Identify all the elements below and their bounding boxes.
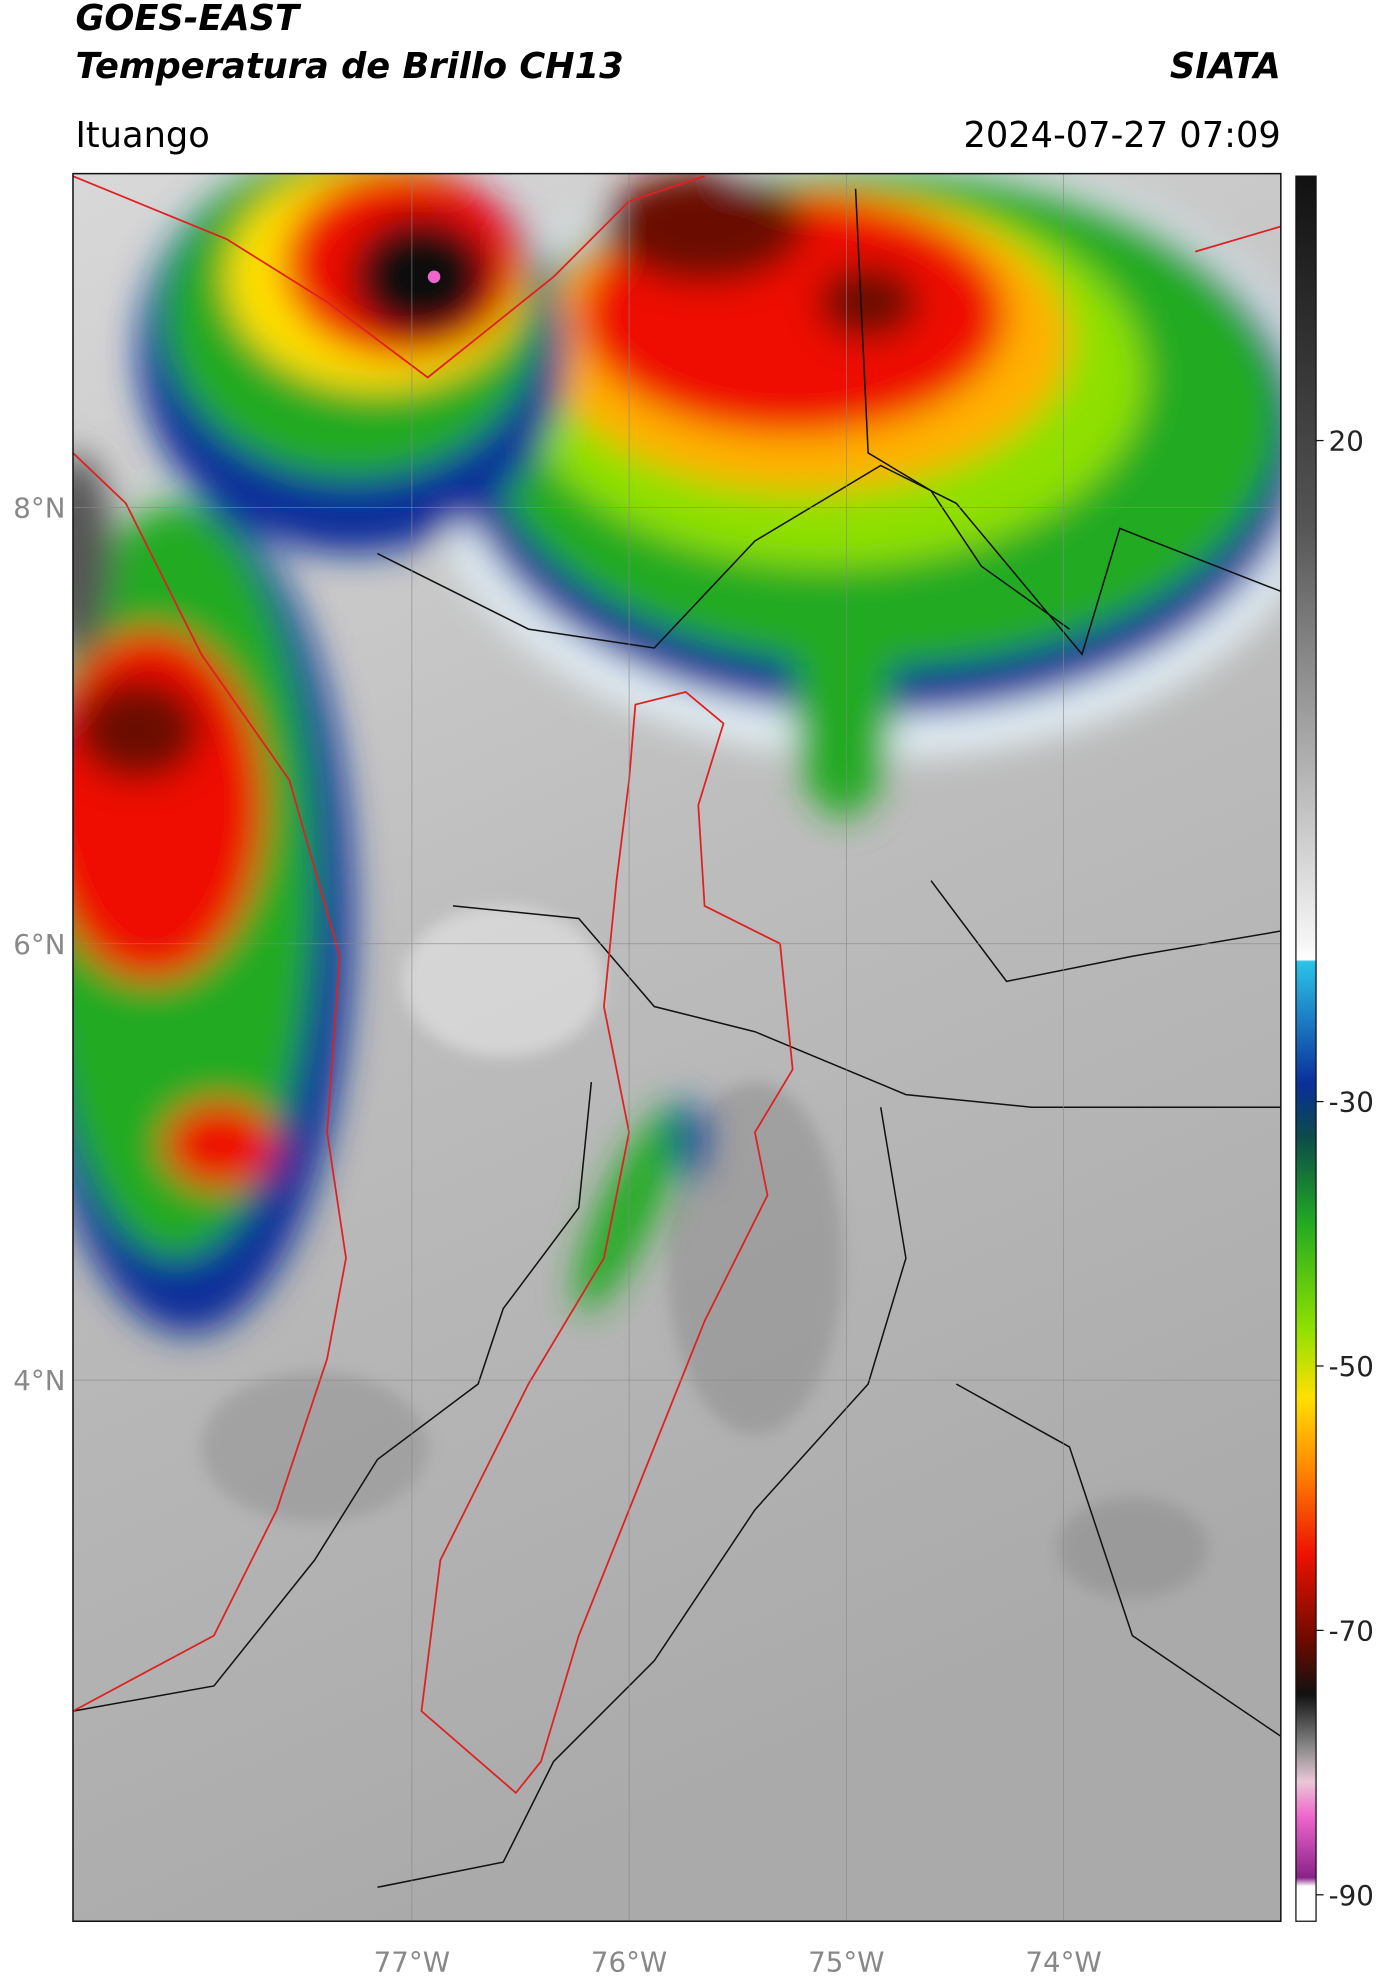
colorbar-tick-label: -50 [1329, 1350, 1374, 1383]
subtitle: Temperatura de Brillo CH13 [75, 46, 623, 87]
map-image [72, 173, 1281, 1922]
timestamp: 2024-07-27 07:09 [963, 115, 1280, 156]
x-tick-label: 76°W [591, 1946, 667, 1979]
map-frame [72, 172, 1282, 1922]
y-tick-label: 6°N [13, 928, 65, 961]
colorbar-tick-label: -30 [1329, 1086, 1374, 1119]
colorbar [1295, 175, 1317, 1922]
x-tick-label: 75°W [808, 1946, 884, 1979]
y-tick-label: 8°N [13, 492, 65, 525]
x-tick-label: 74°W [1025, 1946, 1101, 1979]
brand: SIATA [1170, 46, 1281, 87]
region: Ituango [75, 115, 209, 156]
x-tick-label: 77°W [374, 1946, 450, 1979]
colorbar-tick-label: -90 [1329, 1879, 1374, 1912]
y-tick-label: 4°N [13, 1364, 65, 1397]
colorbar-tick-label: -70 [1329, 1614, 1374, 1647]
colorbar-tick-label: 20 [1329, 425, 1364, 458]
colorbar-ticks: 20 -30 -50 -70 -90 [1316, 425, 1374, 1912]
title: GOES-EAST [75, 0, 302, 39]
grid [72, 173, 1281, 1922]
